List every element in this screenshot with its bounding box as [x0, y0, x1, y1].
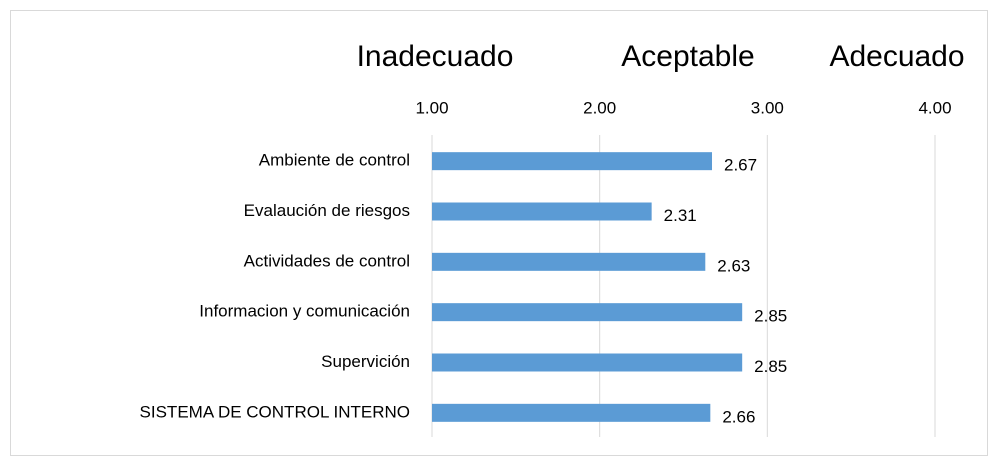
bar	[432, 403, 711, 422]
annotation: Inadecuado	[357, 40, 514, 73]
category-label: SISTEMA DE CONTROL INTERNO	[140, 402, 410, 421]
annotation: Aceptable	[621, 40, 754, 73]
bar	[432, 202, 652, 221]
value-label: 2.85	[754, 357, 787, 376]
value-label: 2.85	[754, 307, 787, 326]
category-label: Evalaución de riesgos	[244, 201, 410, 220]
bar	[432, 252, 706, 271]
category-label: Actividades de control	[244, 251, 410, 270]
chart-border	[10, 10, 988, 456]
value-label: 2.63	[717, 256, 750, 275]
category-label: Ambiente de control	[259, 151, 410, 170]
value-label: 2.31	[664, 206, 697, 225]
x-tick-label: 4.00	[918, 98, 951, 117]
x-tick-label: 3.00	[751, 98, 784, 117]
category-label: Informacion y comunicación	[199, 302, 410, 321]
bar	[432, 353, 743, 372]
x-tick-label: 1.00	[415, 98, 448, 117]
value-label: 2.66	[722, 407, 755, 426]
annotation: Adecuado	[829, 40, 964, 73]
bar	[432, 152, 713, 171]
category-label: Supervición	[321, 352, 410, 371]
x-tick-label: 2.00	[583, 98, 616, 117]
value-label: 2.67	[724, 156, 757, 175]
bar	[432, 303, 743, 322]
